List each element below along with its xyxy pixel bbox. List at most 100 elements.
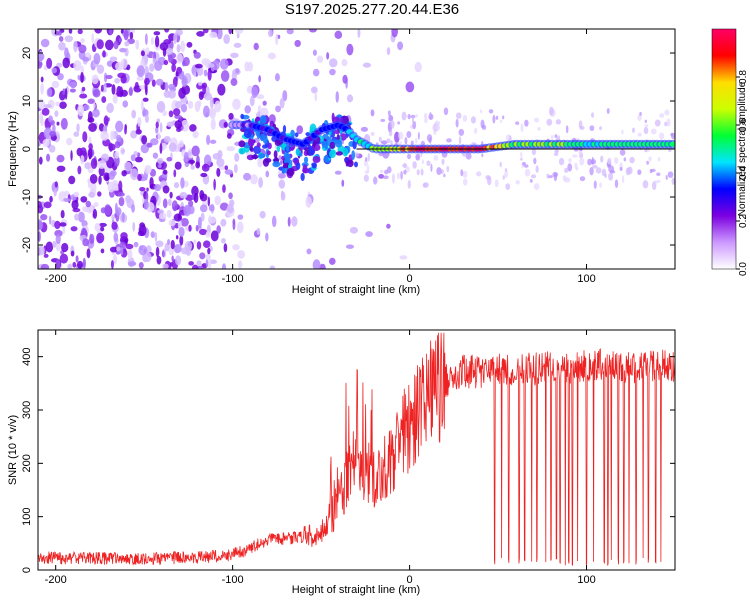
noise-blob <box>120 232 128 240</box>
noise-blob <box>128 87 133 96</box>
noise-blob <box>112 254 118 265</box>
noise-blob <box>502 175 505 180</box>
noise-blob <box>591 164 598 169</box>
noise-blob <box>159 42 169 51</box>
noise-blob <box>520 151 523 158</box>
noise-blob <box>82 131 88 143</box>
noise-blob <box>82 238 90 247</box>
snr-line <box>38 332 675 566</box>
noise-blob <box>100 84 104 92</box>
noise-blob <box>553 152 559 157</box>
noise-blob <box>401 111 407 121</box>
noise-blob <box>405 81 415 93</box>
signal-blob <box>276 145 281 153</box>
noise-blob <box>209 139 217 144</box>
noise-blob <box>136 65 145 78</box>
noise-blob <box>296 125 304 135</box>
noise-blob <box>93 53 101 65</box>
noise-blob <box>73 131 80 137</box>
noise-blob <box>135 39 140 50</box>
noise-blob <box>216 225 221 234</box>
noise-blob <box>208 63 215 68</box>
noise-blob <box>173 243 182 254</box>
noise-blob <box>70 150 73 162</box>
noise-blob <box>282 90 288 102</box>
noise-blob <box>181 60 186 67</box>
noise-blob <box>643 126 649 135</box>
signal-blob <box>258 153 266 159</box>
noise-blob <box>68 175 76 185</box>
noise-blob <box>600 155 604 163</box>
noise-blob <box>62 226 66 235</box>
noise-blob <box>265 170 270 178</box>
noise-blob <box>55 101 60 107</box>
noise-blob <box>163 135 171 143</box>
noise-blob <box>200 212 205 222</box>
noise-blob <box>158 163 162 169</box>
noise-blob <box>462 115 468 122</box>
noise-blob <box>118 37 123 43</box>
y-tick-label: -10 <box>21 189 33 205</box>
noise-blob <box>579 176 586 182</box>
spectrogram-heatmap <box>38 29 675 269</box>
noise-blob <box>38 141 41 147</box>
noise-blob <box>554 149 559 154</box>
signal-blob <box>289 146 295 151</box>
noise-blob <box>235 68 240 74</box>
colorbar-tick-label: 0.8 <box>738 70 749 84</box>
noise-blob <box>125 243 134 250</box>
signal-blob <box>300 172 305 182</box>
noise-blob <box>161 250 165 258</box>
noise-blob <box>104 174 110 181</box>
noise-blob <box>181 71 185 77</box>
noise-blob <box>309 29 317 33</box>
noise-blob <box>174 100 183 109</box>
snr-frame <box>37 329 676 571</box>
y-tick-label: 200 <box>21 454 33 472</box>
noise-blob <box>132 221 136 232</box>
x-tick-label: 0 <box>407 574 413 586</box>
signal-blob <box>294 132 299 138</box>
y-tick-label: 10 <box>21 95 33 107</box>
noise-blob <box>214 195 221 206</box>
noise-blob <box>646 160 649 165</box>
noise-blob <box>372 176 378 185</box>
noise-blob <box>380 140 388 145</box>
noise-blob <box>492 114 496 124</box>
noise-blob <box>607 157 612 165</box>
noise-blob <box>122 100 129 108</box>
noise-blob <box>38 200 42 208</box>
noise-blob <box>82 257 86 269</box>
noise-blob <box>117 72 126 79</box>
signal-blob <box>329 149 336 159</box>
noise-blob <box>234 29 244 35</box>
noise-blob <box>173 182 180 189</box>
noise-blob <box>671 177 675 185</box>
noise-blob <box>426 160 431 167</box>
noise-blob <box>152 152 159 159</box>
noise-blob <box>106 102 114 114</box>
noise-blob <box>575 167 579 171</box>
noise-blob <box>329 68 336 76</box>
noise-blob <box>665 174 668 181</box>
noise-blob <box>231 71 238 81</box>
noise-blob <box>424 112 428 119</box>
noise-blob <box>103 82 107 91</box>
noise-blob <box>364 170 369 174</box>
noise-blob <box>203 92 212 101</box>
noise-blob <box>207 69 212 81</box>
noise-blob <box>230 78 238 87</box>
noise-blob <box>136 75 144 81</box>
noise-blob <box>138 261 144 269</box>
noise-blob <box>578 120 583 129</box>
noise-blob <box>520 123 524 133</box>
noise-blob <box>644 148 648 153</box>
noise-blob <box>208 204 215 212</box>
noise-blob <box>62 88 66 96</box>
noise-blob <box>558 157 565 166</box>
noise-blob <box>170 239 175 250</box>
noise-blob <box>253 42 259 51</box>
noise-blob <box>222 184 226 193</box>
noise-blob <box>177 218 182 230</box>
noise-blob <box>178 140 184 148</box>
